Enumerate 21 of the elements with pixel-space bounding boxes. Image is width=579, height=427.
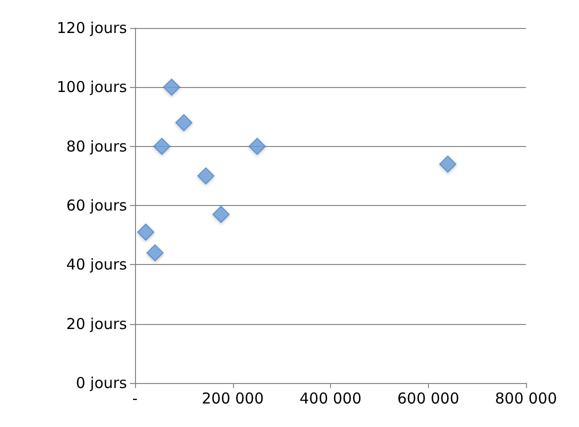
y-tick-label: 40 jours <box>66 256 128 274</box>
y-tick-label: 0 jours <box>76 374 128 392</box>
point <box>146 244 164 262</box>
y-tick-label: 20 jours <box>66 314 128 333</box>
point <box>439 156 456 173</box>
point <box>137 224 154 241</box>
y-tick-label: 120 jours <box>56 19 128 37</box>
point <box>212 206 230 223</box>
x-tick-label: 800 000 <box>494 390 558 408</box>
point <box>248 138 266 155</box>
x-tick-label: 400 000 <box>299 390 362 408</box>
y-tick-label: 100 jours <box>56 78 128 96</box>
y-tick-label: 60 jours <box>66 196 128 214</box>
x-tick-label: 200 000 <box>202 390 264 408</box>
x-tick-label: 600 000 <box>397 390 460 408</box>
point <box>175 114 192 132</box>
x-tick-label: - <box>132 390 138 408</box>
point <box>197 167 214 184</box>
point <box>153 138 170 155</box>
y-tick-label: 80 jours <box>66 137 128 156</box>
point <box>163 78 180 96</box>
